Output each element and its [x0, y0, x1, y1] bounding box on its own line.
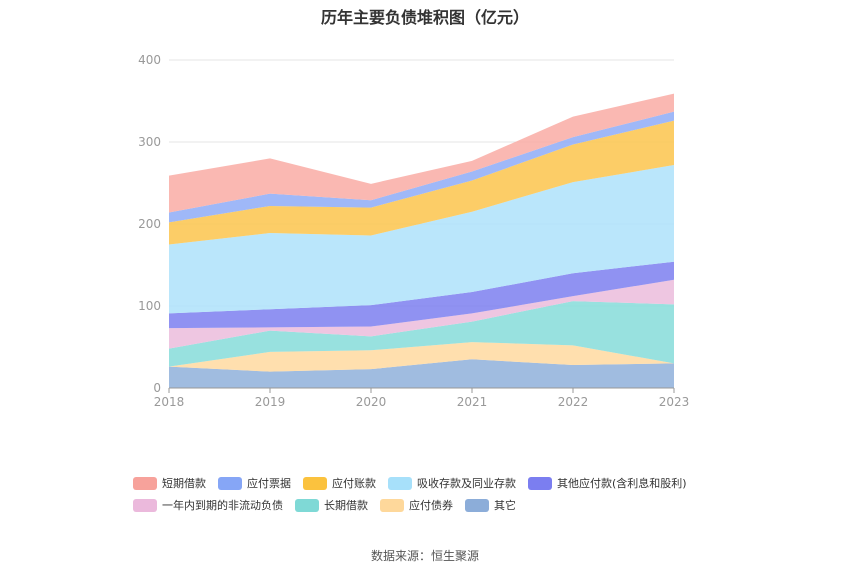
legend-swatch — [303, 476, 327, 490]
legend-swatch — [380, 498, 404, 512]
legend-label: 应付债券 — [409, 499, 453, 512]
legend-swatch — [133, 498, 157, 512]
legend-item[interactable]: 其他应付款(含利息和股利) — [528, 475, 687, 491]
legend-label: 应付票据 — [247, 477, 291, 490]
data-source: 数据来源：恒生聚源 — [370, 549, 479, 563]
legend-label: 一年内到期的非流动负债 — [162, 499, 283, 512]
x-tick-label: 2021 — [457, 395, 488, 409]
y-tick-label: 300 — [138, 135, 161, 149]
legend-swatch — [528, 476, 552, 490]
legend-item[interactable]: 应付债券 — [380, 497, 453, 513]
area-其他应付款(含利息和股利) — [169, 261, 674, 329]
y-tick-label: 400 — [138, 53, 161, 67]
legend-row: 一年内到期的非流动负债 长期借款 应付债券 其它 — [133, 494, 753, 516]
legend-swatch — [465, 498, 489, 512]
legend-label: 吸收存款及同业存款 — [417, 477, 516, 490]
area-其它 — [169, 359, 674, 388]
legend-item[interactable]: 其它 — [465, 497, 516, 513]
legend-item[interactable]: 吸收存款及同业存款 — [388, 475, 516, 491]
area-应付账款 — [169, 120, 674, 245]
x-tick-label: 2023 — [659, 395, 690, 409]
y-tick-label: 200 — [138, 217, 161, 231]
y-tick-label: 100 — [138, 299, 161, 313]
stacked-area-chart: 0 100 200 300 400 2018 2019 2020 2021 2022 2023 — [138, 53, 689, 409]
legend-label: 短期借款 — [162, 477, 206, 490]
legend-item[interactable]: 短期借款 — [133, 475, 206, 491]
x-tick-label: 2018 — [154, 395, 185, 409]
legend-item[interactable]: 一年内到期的非流动负债 — [133, 497, 283, 513]
legend-swatch — [295, 498, 319, 512]
area-应付债券 — [169, 342, 674, 372]
area-吸收存款及同业存款 — [169, 164, 674, 314]
legend-label: 其它 — [494, 499, 516, 512]
x-tick-label: 2022 — [558, 395, 589, 409]
chart-title: 历年主要负债堆积图（亿元） — [320, 8, 529, 27]
area-短期借款 — [169, 93, 674, 213]
legend-item[interactable]: 应付票据 — [218, 475, 291, 491]
area-长期借款 — [169, 301, 674, 367]
area-应付票据 — [169, 111, 674, 223]
legend-label: 长期借款 — [324, 499, 368, 512]
legend-swatch — [133, 476, 157, 490]
y-tick-label: 0 — [153, 381, 161, 395]
x-tick-label: 2020 — [356, 395, 387, 409]
legend-item[interactable]: 长期借款 — [295, 497, 368, 513]
area-series — [169, 93, 674, 388]
legend-swatch — [388, 476, 412, 490]
area-一年内到期的非流动负债 — [169, 279, 674, 349]
legend-label: 其他应付款(含利息和股利) — [557, 477, 687, 490]
legend-label: 应付账款 — [332, 477, 376, 490]
x-tick-label: 2019 — [255, 395, 286, 409]
axes: 0 100 200 300 400 2018 2019 2020 2021 2022 2023 — [138, 53, 689, 409]
legend-swatch — [218, 476, 242, 490]
legend: 短期借款 应付票据 应付账款 吸收存款及同业存款 其他应付款(含利息和股利) 一年内到期… — [133, 472, 753, 516]
legend-row: 短期借款 应付票据 应付账款 吸收存款及同业存款 其他应付款(含利息和股利) — [133, 472, 753, 494]
legend-item[interactable]: 应付账款 — [303, 475, 376, 491]
